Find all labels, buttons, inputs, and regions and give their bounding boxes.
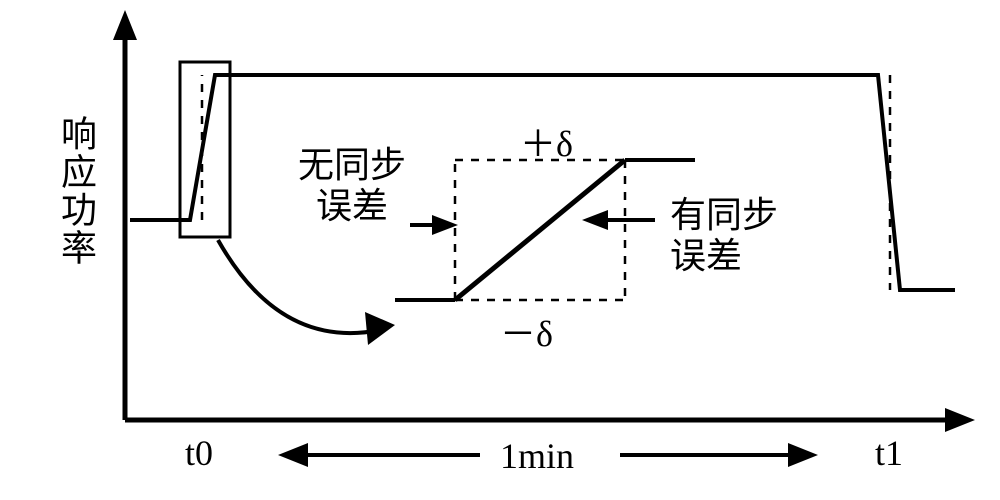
has-sync-label: 有同步 误差 [670, 195, 778, 278]
no-sync-label-line1: 无同步 [298, 145, 406, 186]
main-signal-solid [130, 75, 955, 290]
minus-delta-label: －δ [500, 305, 553, 357]
has-sync-arrow-head [582, 210, 608, 230]
no-sync-label-line2: 误差 [298, 186, 406, 227]
has-sync-label-line1: 有同步 [670, 195, 778, 236]
zoom-arrow-head [365, 312, 395, 345]
has-sync-label-line2: 误差 [670, 236, 778, 277]
t1-label: t1 [875, 432, 903, 474]
span-arrow-right-head [788, 443, 818, 467]
x-axis-arrow [945, 408, 975, 432]
span-label: 1min [500, 435, 574, 477]
plus-delta-label: ＋δ [520, 115, 573, 167]
diagram-svg [0, 0, 1000, 500]
zoom-box [180, 62, 230, 237]
inset-diagonal [455, 160, 625, 300]
span-arrow-left-head [278, 443, 308, 467]
no-sync-label: 无同步 误差 [298, 145, 406, 228]
t0-label: t0 [185, 432, 213, 474]
y-axis-label: 响应功率 [50, 115, 102, 267]
y-axis-arrow [113, 10, 137, 40]
zoom-arrow [218, 240, 380, 333]
